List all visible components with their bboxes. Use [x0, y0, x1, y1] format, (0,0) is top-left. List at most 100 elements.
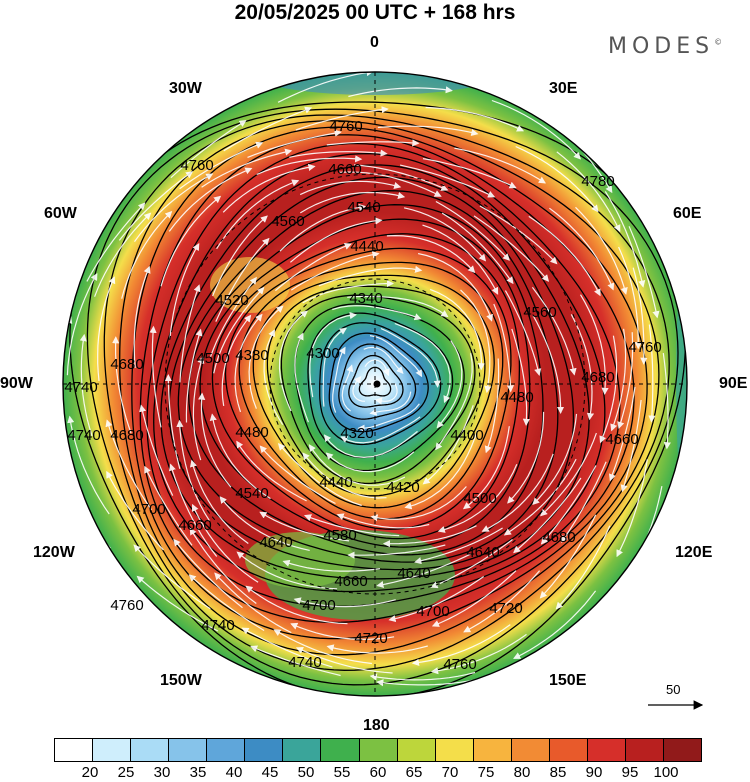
- wind-streamline: [198, 392, 232, 488]
- wind-streamline: [463, 570, 541, 633]
- contour-label: 4560: [523, 304, 556, 321]
- wind-streamline: [282, 559, 381, 572]
- colorbar-tick-label: 50: [297, 764, 315, 781]
- wind-streamline: [374, 383, 398, 405]
- wind-streamline: [293, 597, 396, 608]
- brand-name: MODES: [608, 34, 715, 59]
- wind-streamline: [363, 346, 404, 374]
- wind-streamline: [168, 167, 253, 232]
- wind-streamline: [309, 312, 357, 398]
- wind-streamline: [97, 276, 116, 381]
- wind-streamline: [610, 328, 627, 432]
- geopotential-contour: [280, 294, 476, 485]
- wind-streamline: [357, 403, 420, 432]
- longitude-label-180: 180: [363, 717, 390, 734]
- contour-label: 4700: [302, 597, 335, 614]
- wind-streamline: [376, 678, 477, 687]
- colorbar-tick-label: 100: [653, 764, 679, 781]
- longitude-label-0: 0: [370, 34, 379, 51]
- wind-streamline: [435, 200, 510, 261]
- colorbar-tick-label: 40: [225, 764, 243, 781]
- colorbar-swatch: [55, 739, 94, 761]
- contour-label: 4440: [319, 474, 352, 491]
- wind-streamline: [369, 671, 476, 681]
- colorbar: [54, 738, 702, 762]
- contour-label: 4760: [628, 339, 661, 356]
- contour-label: 4680: [581, 369, 614, 386]
- contour-label: 4420: [386, 479, 419, 496]
- colorbar-tick-label: 45: [261, 764, 279, 781]
- wind-streamline: [462, 426, 510, 510]
- wind-streamline: [617, 332, 634, 430]
- wind-streamline: [339, 171, 442, 197]
- wind-streamline: [540, 432, 597, 517]
- wind-streamline: [209, 413, 271, 500]
- wind-streamline: [632, 267, 648, 365]
- wind-streamline: [256, 155, 363, 176]
- contour-labels: 4760 4760 4780 4660 4540 4560 4440 4340 …: [64, 118, 661, 673]
- geopotential-contour: [177, 190, 559, 563]
- wind-streamline: [179, 141, 264, 190]
- wind-streamline: [437, 463, 518, 533]
- wind-streamline: [299, 191, 406, 214]
- contour-label: 4440: [350, 238, 383, 255]
- wind-streamline: [618, 246, 642, 350]
- colorbar-swatch: [245, 739, 284, 761]
- wind-streamline: [278, 310, 309, 412]
- wind-streamline: [353, 164, 449, 191]
- wind-streamline: [352, 375, 366, 402]
- wind-streamline: [106, 470, 164, 551]
- wind-streamlines: [63, 72, 671, 687]
- wind-streamline: [308, 444, 406, 486]
- wind-streamline: [579, 294, 609, 395]
- wind-streamline: [503, 458, 577, 536]
- wind-streamline: [370, 486, 467, 522]
- wind-streamline: [411, 624, 511, 666]
- geopotential-contour: [153, 152, 606, 593]
- colorbar-swatch: [131, 739, 170, 761]
- wind-streamline: [417, 253, 494, 322]
- contour-label: 4340: [349, 290, 382, 307]
- colorbar-swatch: [397, 739, 436, 761]
- contour-label: 4540: [235, 485, 268, 502]
- wind-streamline: [185, 328, 203, 423]
- colorbar-swatch: [625, 739, 664, 761]
- wind-streamline: [422, 224, 499, 295]
- wind-streamline: [532, 314, 565, 414]
- wind-streamline: [380, 327, 441, 388]
- wind-streamline: [399, 164, 496, 198]
- contour-label: 4580: [323, 527, 356, 544]
- wind-streamline: [160, 195, 222, 287]
- wind-streamline: [277, 442, 362, 507]
- wind-streamline: [575, 206, 628, 295]
- wind-streamline: [556, 151, 621, 233]
- contour-label: 4640: [397, 565, 430, 582]
- contour-label: 4520: [215, 292, 248, 309]
- wind-streamline: [273, 629, 372, 665]
- wind-streamline: [377, 125, 479, 136]
- wind-streamline: [662, 353, 671, 450]
- contour-label: 4780: [581, 173, 614, 190]
- wind-streamline: [121, 210, 173, 299]
- wind-streamline: [326, 644, 428, 654]
- wind-streamline: [250, 645, 341, 677]
- wind-streamline: [460, 289, 492, 394]
- wind-streamline: [149, 325, 162, 428]
- wind-streamline: [429, 288, 485, 371]
- wind-streamline: [94, 212, 152, 297]
- geopotential-contour: [131, 126, 648, 640]
- wind-streamline: [179, 284, 201, 383]
- colorbar-tick-label: 95: [621, 764, 639, 781]
- wind-streamline: [318, 265, 423, 287]
- wind-streamline: [608, 386, 636, 482]
- wind-streamline: [275, 242, 352, 292]
- wind-streamline: [347, 295, 449, 318]
- wind-streamline: [303, 514, 400, 537]
- reference-vector-label: 50: [666, 682, 681, 697]
- wind-streamline: [118, 171, 194, 241]
- wind-streamline: [493, 303, 515, 393]
- colorbar-tick-label: 65: [405, 764, 423, 781]
- wind-streamline: [539, 514, 597, 599]
- longitude-label-60e: 60E: [673, 205, 702, 222]
- wind-streamline: [189, 459, 249, 544]
